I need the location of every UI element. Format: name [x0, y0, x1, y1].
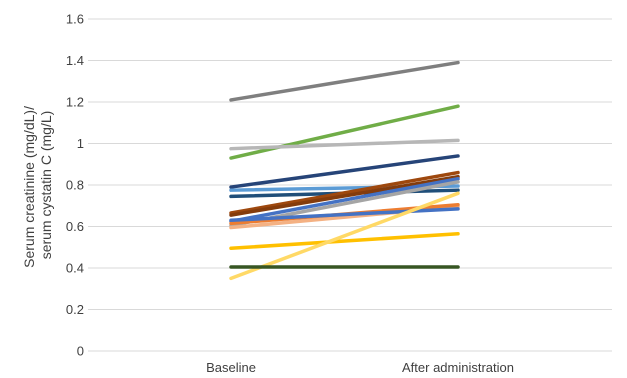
x-tick-label: After administration [402, 360, 514, 375]
series-line [229, 232, 460, 251]
series-line [229, 170, 460, 215]
x-axis-ticks: Baseline After administration [206, 360, 514, 375]
series-lines [229, 60, 460, 281]
y-tick-label: 0.6 [66, 219, 84, 234]
y-tick-label: 0.2 [66, 302, 84, 317]
gridlines [88, 18, 612, 352]
y-axis-label-line-2: serum cystatin C (mg/L) [38, 111, 54, 260]
series-line [229, 104, 460, 160]
y-axis-label-line-1: Serum creatinine (mg/dL)/ [21, 106, 37, 268]
series-line [229, 138, 460, 151]
y-tick-label: 0.4 [66, 261, 84, 276]
series-line [229, 177, 460, 224]
y-tick-label: 1.6 [66, 12, 84, 27]
y-tick-label: 1.2 [66, 95, 84, 110]
series-line [229, 60, 460, 102]
x-tick-label: Baseline [206, 360, 256, 375]
y-axis-ticks: 0 0.2 0.4 0.6 0.8 1 1.2 1.4 1.6 [66, 12, 84, 359]
series-line [229, 154, 460, 189]
series-line [229, 191, 460, 281]
series-line [229, 174, 460, 217]
y-axis-label: Serum creatinine (mg/dL)/ serum cystatin… [21, 102, 54, 268]
y-tick-label: 1.4 [66, 53, 84, 68]
series-line [229, 207, 460, 223]
y-tick-label: 0 [77, 344, 84, 359]
y-tick-label: 0.8 [66, 178, 84, 193]
y-tick-label: 1 [77, 136, 84, 151]
